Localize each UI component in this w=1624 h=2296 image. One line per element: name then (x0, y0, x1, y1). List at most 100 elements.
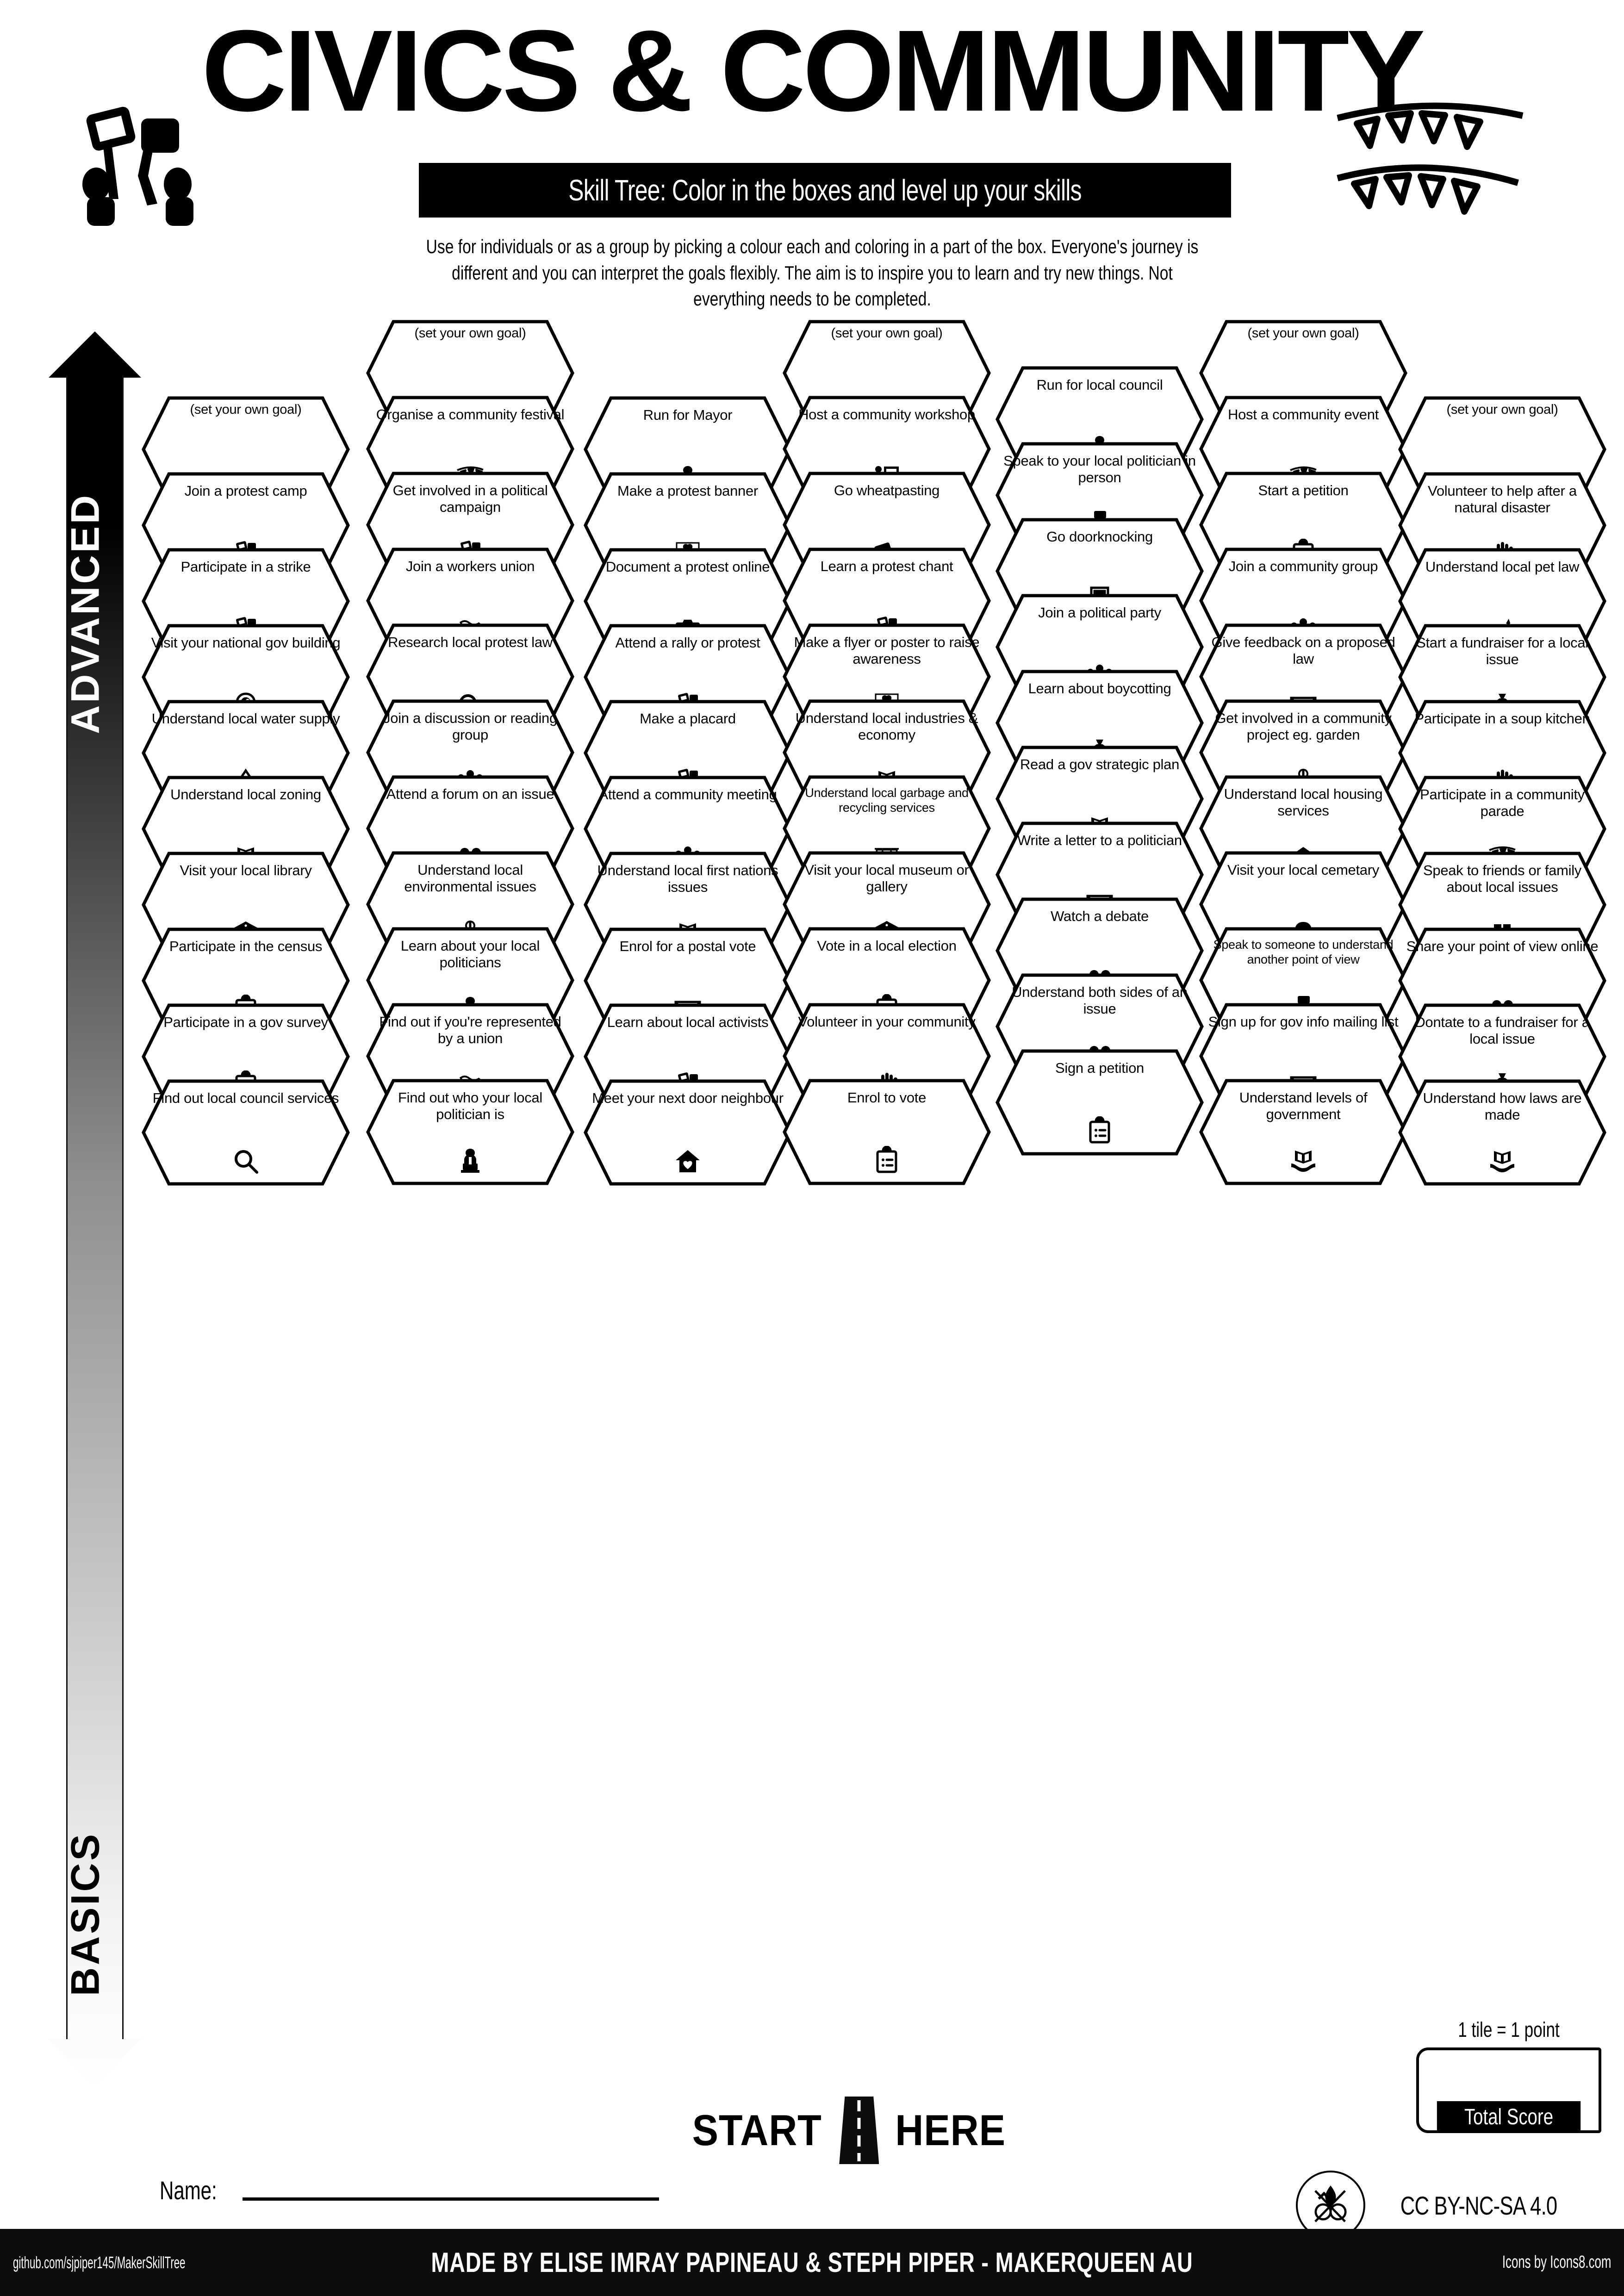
skill-tile-label: Understand local housing services (1224, 786, 1383, 819)
skill-tile-label: Speak to your local politician in person (1003, 453, 1196, 486)
clipboard-icon (995, 1116, 1204, 1148)
skill-tile-label: Make a placard (640, 710, 736, 727)
makerqueen-logo-icon (1296, 2171, 1365, 2240)
skill-tile-label: Attend a community meeting (598, 786, 777, 803)
skill-tile-label: Go doorknocking (1046, 529, 1153, 545)
subtitle-banner: Skill Tree: Color in the boxes and level… (419, 163, 1231, 218)
skill-tile-label: Make a protest banner (617, 483, 758, 499)
skill-tile-label: Participate in a soup kitchen (1414, 710, 1590, 727)
skill-tile-label: Participate in a community parade (1420, 786, 1585, 820)
skill-tile-label: Join a discussion or reading group (383, 710, 557, 743)
skill-tile-label: Join a protest camp (184, 483, 307, 499)
skill-tile-label: Visit your local library (180, 862, 312, 878)
subtitle-text: Skill Tree: Color in the boxes and level… (568, 174, 1082, 207)
skill-tile-label: Document a protest online (605, 559, 770, 575)
clipboard-icon (782, 1145, 991, 1177)
name-label: Name: (160, 2176, 217, 2205)
level-gradient-arrow: ADVANCED BASICS (49, 331, 141, 2085)
skill-tile-label: (set your own goal) (414, 326, 526, 341)
skill-tile-label: Host a community event (1228, 406, 1379, 423)
skill-tile-label: Speak to friends or family about local i… (1423, 862, 1581, 896)
skill-tile-label: Organise a community festival (376, 406, 565, 423)
skill-tile-label: Understand local industries & economy (795, 710, 978, 743)
footer-icons-credit[interactable]: Icons by Icons8.com (1502, 2252, 1611, 2272)
bunting-illustration (1333, 90, 1527, 238)
skill-tile-label: Read a gov strategic plan (1020, 756, 1180, 772)
total-score-box[interactable]: Total Score (1416, 2047, 1601, 2133)
skill-tile-label: Understand local garbage and recycling s… (805, 786, 969, 815)
skill-tile[interactable]: Meet your next door neighbour (583, 1079, 792, 1186)
skill-tile-label: Sign up for gov info mailing list (1208, 1014, 1399, 1030)
footer-github-link[interactable]: github.com/sjpiper145/MakerSkillTree (13, 2252, 186, 2272)
skill-tile[interactable]: Understand levels of government (1199, 1078, 1408, 1186)
total-score-input[interactable] (1419, 2050, 1599, 2101)
total-score-label: Total Score (1437, 2101, 1581, 2130)
skill-tile-label: Learn a protest chant (820, 558, 953, 574)
skill-tile-label: Speak to someone to understand another p… (1213, 938, 1394, 966)
skill-tile-label: Share your point of view online (1406, 938, 1599, 954)
protest-people-illustration (79, 106, 231, 227)
skill-tile-label: Join a political party (1038, 604, 1161, 621)
license-row: CC BY-NC-SA 4.0 (1296, 2171, 1579, 2240)
skill-tile-label: Volunteer in your community (798, 1014, 976, 1030)
name-field[interactable]: Name: (160, 2175, 659, 2205)
skill-tile[interactable]: Sign a petition (995, 1049, 1204, 1156)
footer-bar: github.com/sjpiper145/MakerSkillTree MAD… (0, 2229, 1624, 2296)
skill-tile-label: (set your own goal) (1446, 402, 1558, 417)
skill-tile-label: Participate in the census (169, 938, 323, 954)
skill-tile-label: Understand how laws are made (1423, 1090, 1582, 1123)
skill-tile-label: Understand local environmental issues (404, 862, 536, 895)
skill-tile[interactable]: Enrol to vote (782, 1078, 991, 1186)
skill-tile-label: Get involved in a political campaign (392, 482, 548, 516)
skill-tile[interactable]: Find out local council services (141, 1079, 350, 1186)
skill-tile-label: Understand local pet law (1425, 559, 1580, 575)
skill-tile-label: Get involved in a community project eg. … (1215, 710, 1392, 743)
skill-tile-label: Enrol for a postal vote (619, 938, 756, 954)
name-input-line[interactable] (242, 2197, 659, 2201)
skill-tile-label: Visit your national gov building (151, 635, 341, 651)
skill-tile-label: Participate in a gov survey (163, 1014, 328, 1030)
start-word: START (692, 2106, 822, 2154)
skill-tile-label: Learn about local activists (607, 1014, 769, 1030)
skill-tile-label: Make a flyer or poster to raise awarenes… (794, 634, 980, 667)
skill-tile[interactable]: Understand how laws are made (1398, 1079, 1607, 1186)
score-area: 1 tile = 1 point Total Score (1416, 2018, 1601, 2133)
skill-tile-label: Start a petition (1258, 482, 1349, 498)
skill-tile-label: Run for Mayor (643, 407, 733, 423)
skill-tile-label: Understand local first nations issues (597, 862, 778, 896)
road-icon (839, 2097, 879, 2164)
license-text: CC BY-NC-SA 4.0 (1400, 2190, 1557, 2220)
skill-tile-label: (set your own goal) (831, 326, 943, 341)
skill-tile-label: Join a workers union (405, 558, 535, 574)
skill-tile-label: Learn about boycotting (1028, 680, 1171, 697)
skill-tile-label: Visit your local museum or gallery (804, 862, 969, 895)
skill-tile-label: Watch a debate (1051, 908, 1149, 924)
skill-tile-label: (set your own goal) (1247, 326, 1359, 341)
podium-icon (366, 1146, 575, 1177)
skill-tile-label: Run for local council (1036, 377, 1163, 393)
skill-tile-label: Understand both sides of an issue (1012, 984, 1188, 1017)
here-word: HERE (895, 2106, 1006, 2154)
skill-tile-label: Vote in a local election (817, 938, 957, 954)
skill-tile-label: Find out if you're represented by a unio… (379, 1014, 561, 1047)
footer-credits: MADE BY ELISE IMRAY PAPINEAU & STEPH PIP… (431, 2247, 1193, 2278)
skill-tile-label: Go wheatpasting (834, 482, 940, 498)
skill-tile-label: Volunteer to help after a natural disast… (1428, 483, 1577, 516)
map-open-icon (1199, 1146, 1408, 1177)
skill-tile-label: Attend a forum on an issue (386, 786, 554, 802)
skill-tile-label: Enrol to vote (847, 1089, 927, 1106)
skill-tile-label: (set your own goal) (190, 402, 302, 417)
skill-tile-label: Visit your local cemetary (1227, 862, 1379, 878)
skill-tile-label: Join a community group (1228, 558, 1378, 574)
intro-paragraph: Use for individuals or as a group by pic… (426, 236, 1199, 310)
skill-tile-label: Find out who your local politician is (398, 1089, 542, 1123)
skill-tile-label: Dontate to a fundraiser for a local issu… (1415, 1014, 1590, 1047)
skill-tile-label: Start a fundraiser for a local issue (1416, 635, 1588, 668)
house-heart-icon (583, 1146, 792, 1178)
skill-tile-label: Learn about your local politicians (400, 938, 540, 971)
skill-tile[interactable]: Find out who your local politician is (366, 1078, 575, 1186)
skill-tile-label: Attend a rally or protest (615, 635, 760, 651)
skill-tile-label: Write a letter to a politician (1017, 832, 1182, 848)
magnifier-icon (141, 1146, 350, 1178)
